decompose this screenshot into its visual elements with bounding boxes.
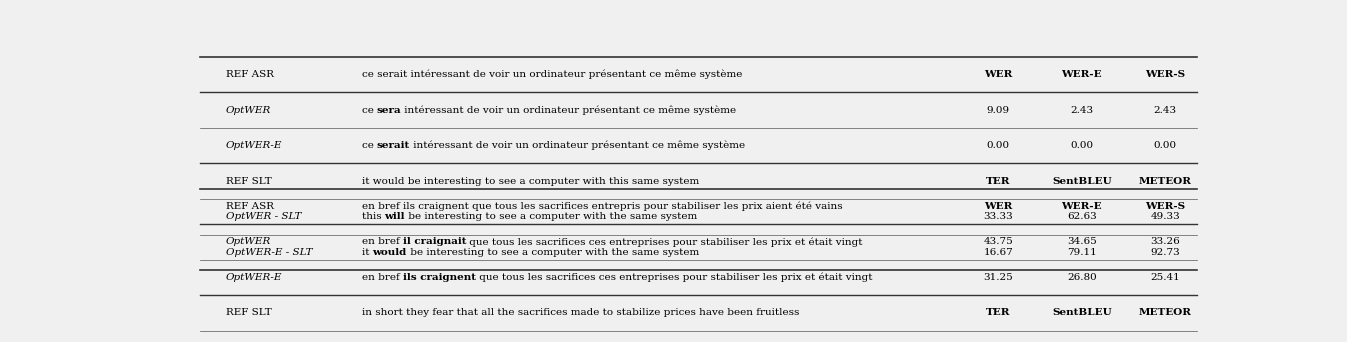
Text: 92.73: 92.73 xyxy=(1150,248,1180,257)
Text: be interesting to see a computer with the same system: be interesting to see a computer with th… xyxy=(405,212,698,221)
Text: ce: ce xyxy=(361,141,377,150)
Text: WER-S: WER-S xyxy=(1145,202,1185,211)
Text: serait: serait xyxy=(377,141,409,150)
Text: que tous les sacrifices ces entreprises pour stabiliser les prix et était vingt: que tous les sacrifices ces entreprises … xyxy=(466,237,862,247)
Text: 62.63: 62.63 xyxy=(1067,212,1096,221)
Text: en bref: en bref xyxy=(361,237,403,246)
Text: 31.25: 31.25 xyxy=(983,273,1013,282)
Text: in short they fear that all the sacrifices made to stabilize prices have been fr: in short they fear that all the sacrific… xyxy=(361,308,799,317)
Text: 16.67: 16.67 xyxy=(983,248,1013,257)
Text: will: will xyxy=(384,212,405,221)
Text: REF SLT: REF SLT xyxy=(226,308,272,317)
Text: ce serait intéressant de voir un ordinateur présentant ce même système: ce serait intéressant de voir un ordinat… xyxy=(361,70,742,79)
Text: OptWER - SLT: OptWER - SLT xyxy=(226,212,302,221)
Text: 43.75: 43.75 xyxy=(983,237,1013,246)
Text: REF SLT: REF SLT xyxy=(226,177,272,186)
Text: intéressant de voir un ordinateur présentant ce même système: intéressant de voir un ordinateur présen… xyxy=(409,141,745,150)
Text: WER: WER xyxy=(985,70,1013,79)
Text: en bref: en bref xyxy=(361,273,403,282)
Text: 9.09: 9.09 xyxy=(987,106,1010,115)
Text: it would be interesting to see a computer with this same system: it would be interesting to see a compute… xyxy=(361,177,699,186)
Text: WER-S: WER-S xyxy=(1145,70,1185,79)
Text: TER: TER xyxy=(986,177,1010,186)
Text: REF ASR: REF ASR xyxy=(226,202,273,211)
Text: OptWER-E: OptWER-E xyxy=(226,273,283,282)
Text: WER-E: WER-E xyxy=(1061,70,1102,79)
Text: be interesting to see a computer with the same system: be interesting to see a computer with th… xyxy=(407,248,699,257)
Text: 79.11: 79.11 xyxy=(1067,248,1096,257)
Text: WER-E: WER-E xyxy=(1061,202,1102,211)
Text: ce: ce xyxy=(361,106,377,115)
Text: TER: TER xyxy=(986,308,1010,317)
Text: 0.00: 0.00 xyxy=(1154,141,1177,150)
Text: 33.26: 33.26 xyxy=(1150,237,1180,246)
Text: sera: sera xyxy=(377,106,401,115)
Text: 49.33: 49.33 xyxy=(1150,212,1180,221)
Text: 25.41: 25.41 xyxy=(1150,273,1180,282)
Text: OptWER: OptWER xyxy=(226,106,271,115)
Text: this: this xyxy=(361,212,384,221)
Text: 26.80: 26.80 xyxy=(1067,273,1096,282)
Text: METEOR: METEOR xyxy=(1138,308,1192,317)
Text: OptWER-E - SLT: OptWER-E - SLT xyxy=(226,248,313,257)
Text: REF ASR: REF ASR xyxy=(226,70,273,79)
Text: 2.43: 2.43 xyxy=(1071,106,1094,115)
Text: METEOR: METEOR xyxy=(1138,177,1192,186)
Text: 2.43: 2.43 xyxy=(1154,106,1177,115)
Text: ils craignent: ils craignent xyxy=(403,273,475,282)
Text: SentBLEU: SentBLEU xyxy=(1052,308,1111,317)
Text: il craignait: il craignait xyxy=(403,237,466,246)
Text: WER: WER xyxy=(985,202,1013,211)
Text: 0.00: 0.00 xyxy=(1071,141,1094,150)
Text: 33.33: 33.33 xyxy=(983,212,1013,221)
Text: SentBLEU: SentBLEU xyxy=(1052,177,1111,186)
Text: intéressant de voir un ordinateur présentant ce même système: intéressant de voir un ordinateur présen… xyxy=(401,105,737,115)
Text: en bref ils craignent que tous les sacrifices entrepris pour stabiliser les prix: en bref ils craignent que tous les sacri… xyxy=(361,201,842,211)
Text: que tous les sacrifices ces entreprises pour stabiliser les prix et était vingt: que tous les sacrifices ces entreprises … xyxy=(475,273,872,282)
Text: would: would xyxy=(372,248,407,257)
Text: 34.65: 34.65 xyxy=(1067,237,1096,246)
Text: it: it xyxy=(361,248,372,257)
Text: 0.00: 0.00 xyxy=(987,141,1010,150)
Text: OptWER: OptWER xyxy=(226,237,271,246)
Text: OptWER-E: OptWER-E xyxy=(226,141,283,150)
